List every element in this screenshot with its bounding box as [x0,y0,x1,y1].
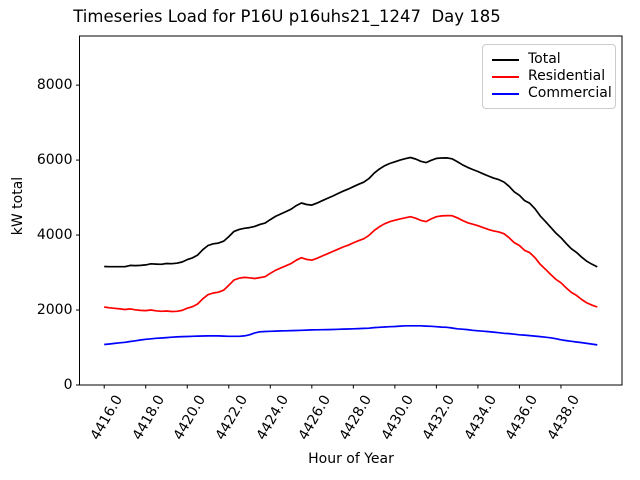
series-line-residential [104,214,598,313]
legend-label: Total [528,51,561,67]
legend-line-icon [492,75,519,78]
y-tick-label: 0 [63,376,73,393]
legend-item-commercial: Commercial [492,85,612,102]
legend-item-total: Total [492,51,607,68]
legend: Total Residential Commercial [482,44,616,109]
legend-item-residential: Residential [492,68,607,85]
chart-title: Timeseries Load for P16U p16uhs21_1247 D… [73,7,501,26]
legend-label: Residential [528,68,606,84]
legend-label: Commercial [528,85,612,101]
y-tick-label: 8000 [36,76,73,93]
axes-frame [79,35,623,386]
y-tick-label: 4000 [36,226,73,243]
series-line-commercial [104,324,598,346]
legend-line-icon [492,58,519,61]
legend-line-icon [492,92,519,95]
series-line-total [104,156,598,268]
x-axis-label: Hour of Year [308,451,394,467]
y-tick-label: 6000 [36,151,73,168]
y-tick-label: 2000 [36,301,73,318]
